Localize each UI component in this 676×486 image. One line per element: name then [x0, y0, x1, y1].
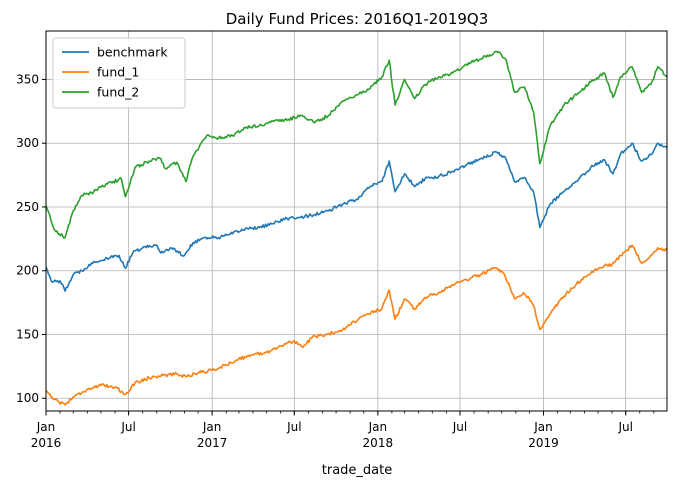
x-tick-label: Jul: [617, 420, 632, 434]
legend-label-benchmark: benchmark: [97, 45, 168, 60]
x-tick-label: Jan: [368, 420, 388, 434]
y-tick-label: 100: [16, 391, 39, 405]
x-tick-label: Jul: [286, 420, 301, 434]
x-tick-label: Jan: [36, 420, 56, 434]
x-tick-year-label: 2017: [197, 436, 228, 450]
x-tick-label: Jul: [120, 420, 135, 434]
series-line-benchmark: [45, 142, 668, 292]
y-tick-label: 350: [16, 72, 39, 86]
legend-box: [52, 37, 186, 109]
x-tick-year-label: 2016: [31, 436, 62, 450]
plot-frame: [45, 30, 668, 412]
series-line-fund-2: [45, 50, 668, 239]
y-axis: 100 150 200 250 300 350: [16, 72, 46, 405]
legend-label-fund-1: fund_1: [97, 65, 139, 80]
x-tick-label: Jan: [533, 420, 553, 434]
x-tick-label: Jan: [202, 420, 222, 434]
x-tick-year-label: 2019: [528, 436, 559, 450]
y-tick-label: 200: [16, 264, 39, 278]
legend-label-fund-2: fund_2: [97, 85, 139, 100]
legend: benchmark fund_1 fund_2: [52, 37, 186, 109]
x-tick-label: Jul: [452, 420, 467, 434]
series-line-fund-1: [45, 244, 668, 406]
y-tick-label: 250: [16, 200, 39, 214]
chart-title: Daily Fund Prices: 2016Q1-2019Q3: [226, 10, 489, 28]
y-tick-label: 150: [16, 327, 39, 341]
x-tick-year-label: 2018: [363, 436, 394, 450]
plot-area: [45, 50, 668, 406]
x-axis: Jan 2016 Jul Jan 2017 Jul Jan 2018 Jul Jan 2019 Jul: [31, 411, 655, 450]
y-tick-label: 300: [16, 136, 39, 150]
x-axis-label: trade_date: [322, 463, 392, 478]
